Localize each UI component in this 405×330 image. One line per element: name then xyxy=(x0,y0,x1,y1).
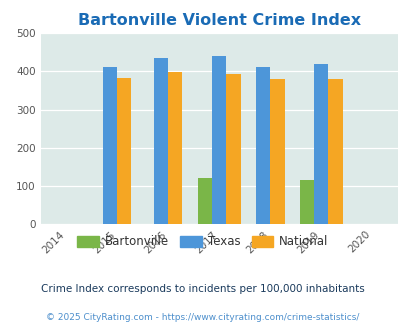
Bar xyxy=(197,179,211,224)
Text: © 2025 CityRating.com - https://www.cityrating.com/crime-statistics/: © 2025 CityRating.com - https://www.city… xyxy=(46,313,359,322)
Bar xyxy=(211,56,226,224)
Bar xyxy=(256,67,270,224)
Bar xyxy=(270,79,284,224)
Bar xyxy=(299,181,313,224)
Bar xyxy=(117,78,131,224)
Bar xyxy=(313,64,328,224)
Text: Crime Index corresponds to incidents per 100,000 inhabitants: Crime Index corresponds to incidents per… xyxy=(41,284,364,294)
Bar xyxy=(328,79,342,224)
Bar xyxy=(153,58,168,224)
Bar xyxy=(226,74,240,224)
Legend: Bartonville, Texas, National: Bartonville, Texas, National xyxy=(72,231,333,253)
Title: Bartonville Violent Crime Index: Bartonville Violent Crime Index xyxy=(77,13,360,28)
Bar xyxy=(168,72,182,224)
Bar xyxy=(102,67,117,224)
